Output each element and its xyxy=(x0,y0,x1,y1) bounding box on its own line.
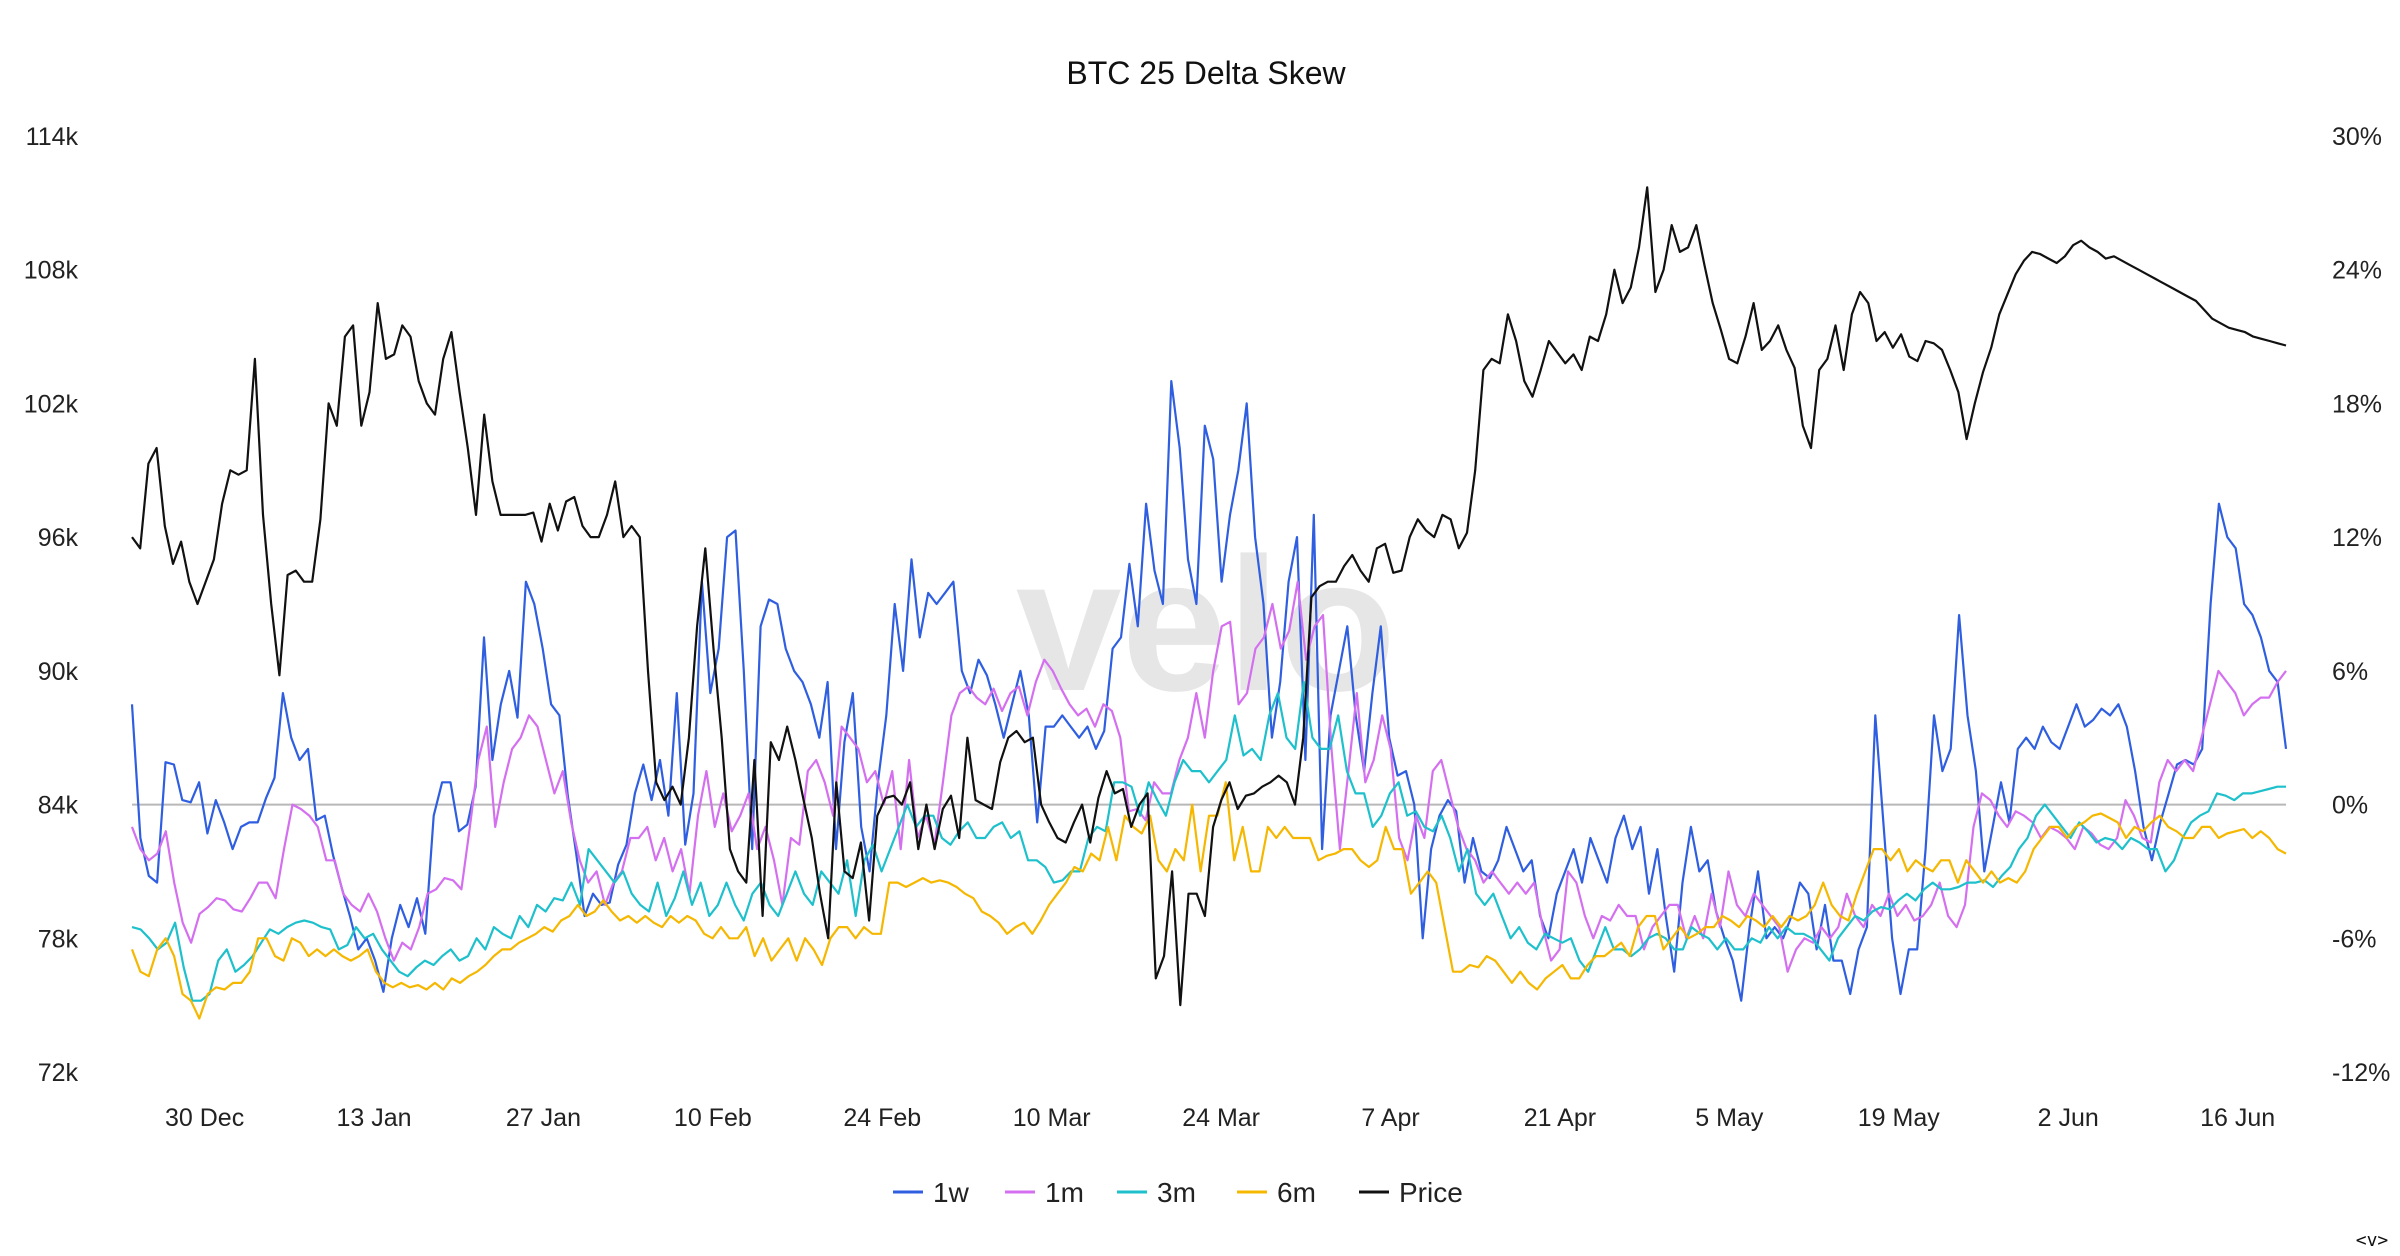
series-line-price xyxy=(131,186,2287,1007)
x-axis-tick-label: 21 Apr xyxy=(1524,1104,1596,1132)
right-axis-tick-label: -12% xyxy=(2332,1059,2390,1087)
legend-label: Price xyxy=(1399,1177,1463,1208)
left-axis-tick-label: 72k xyxy=(38,1059,79,1087)
legend-label: 3m xyxy=(1157,1177,1196,1208)
x-axis-tick-label: 5 May xyxy=(1695,1104,1764,1132)
left-axis-tick-label: 108k xyxy=(24,257,79,285)
left-axis-tick-label: 90k xyxy=(38,658,79,686)
right-axis-tick-label: 24% xyxy=(2332,257,2382,285)
series-line-1w xyxy=(130,380,2288,1002)
left-axis-tick-label: 96k xyxy=(38,524,79,552)
x-axis-tick-label: 2 Jun xyxy=(2038,1104,2099,1132)
watermark: velo xyxy=(1016,519,1396,731)
x-axis-tick-label: 7 Apr xyxy=(1361,1104,1419,1132)
x-axis-tick-label: 24 Feb xyxy=(843,1104,921,1132)
legend-item-1m[interactable]: 1m xyxy=(1005,1177,1084,1208)
right-axis-tick-label: 12% xyxy=(2332,524,2382,552)
legend-label: 1w xyxy=(933,1177,970,1208)
x-axis-tick-label: 19 May xyxy=(1858,1104,1940,1132)
series-line-6m xyxy=(130,781,2287,1020)
left-axis-tick-label: 114k xyxy=(26,123,79,151)
legend-label: 6m xyxy=(1277,1177,1316,1208)
series-line-3m xyxy=(131,680,2286,1002)
legend-item-3m[interactable]: 3m xyxy=(1117,1177,1196,1208)
right-axis-tick-label: -6% xyxy=(2332,925,2376,953)
legend-item-6m[interactable]: 6m xyxy=(1237,1177,1316,1208)
x-axis-tick-label: 10 Feb xyxy=(674,1104,752,1132)
left-axis-tick-label: 78k xyxy=(38,925,79,953)
right-axis-tick-label: 6% xyxy=(2332,658,2368,686)
x-axis-tick-label: 16 Jun xyxy=(2200,1104,2275,1132)
right-axis-tick-label: 30% xyxy=(2332,123,2382,151)
chart-title: BTC 25 Delta Skew xyxy=(1066,55,1346,91)
x-axis-tick-label: 27 Jan xyxy=(506,1104,581,1132)
right-axis-tick-label: 0% xyxy=(2332,792,2368,820)
x-axis-tick-label: 30 Dec xyxy=(165,1104,244,1132)
x-axis-tick-label: 13 Jan xyxy=(336,1104,411,1132)
x-axis-tick-label: 24 Mar xyxy=(1182,1104,1260,1132)
right-axis-tick-label: 18% xyxy=(2332,390,2382,418)
expand-toggle[interactable]: <v> xyxy=(2356,1230,2389,1251)
series-line-1m xyxy=(130,580,2287,973)
left-axis-tick-label: 102k xyxy=(24,390,79,418)
legend-label: 1m xyxy=(1045,1177,1084,1208)
x-axis-tick-label: 10 Mar xyxy=(1013,1104,1091,1132)
legend-item-1w[interactable]: 1w xyxy=(893,1177,970,1208)
legend-item-price[interactable]: Price xyxy=(1359,1177,1463,1208)
left-axis-tick-label: 84k xyxy=(38,792,79,820)
